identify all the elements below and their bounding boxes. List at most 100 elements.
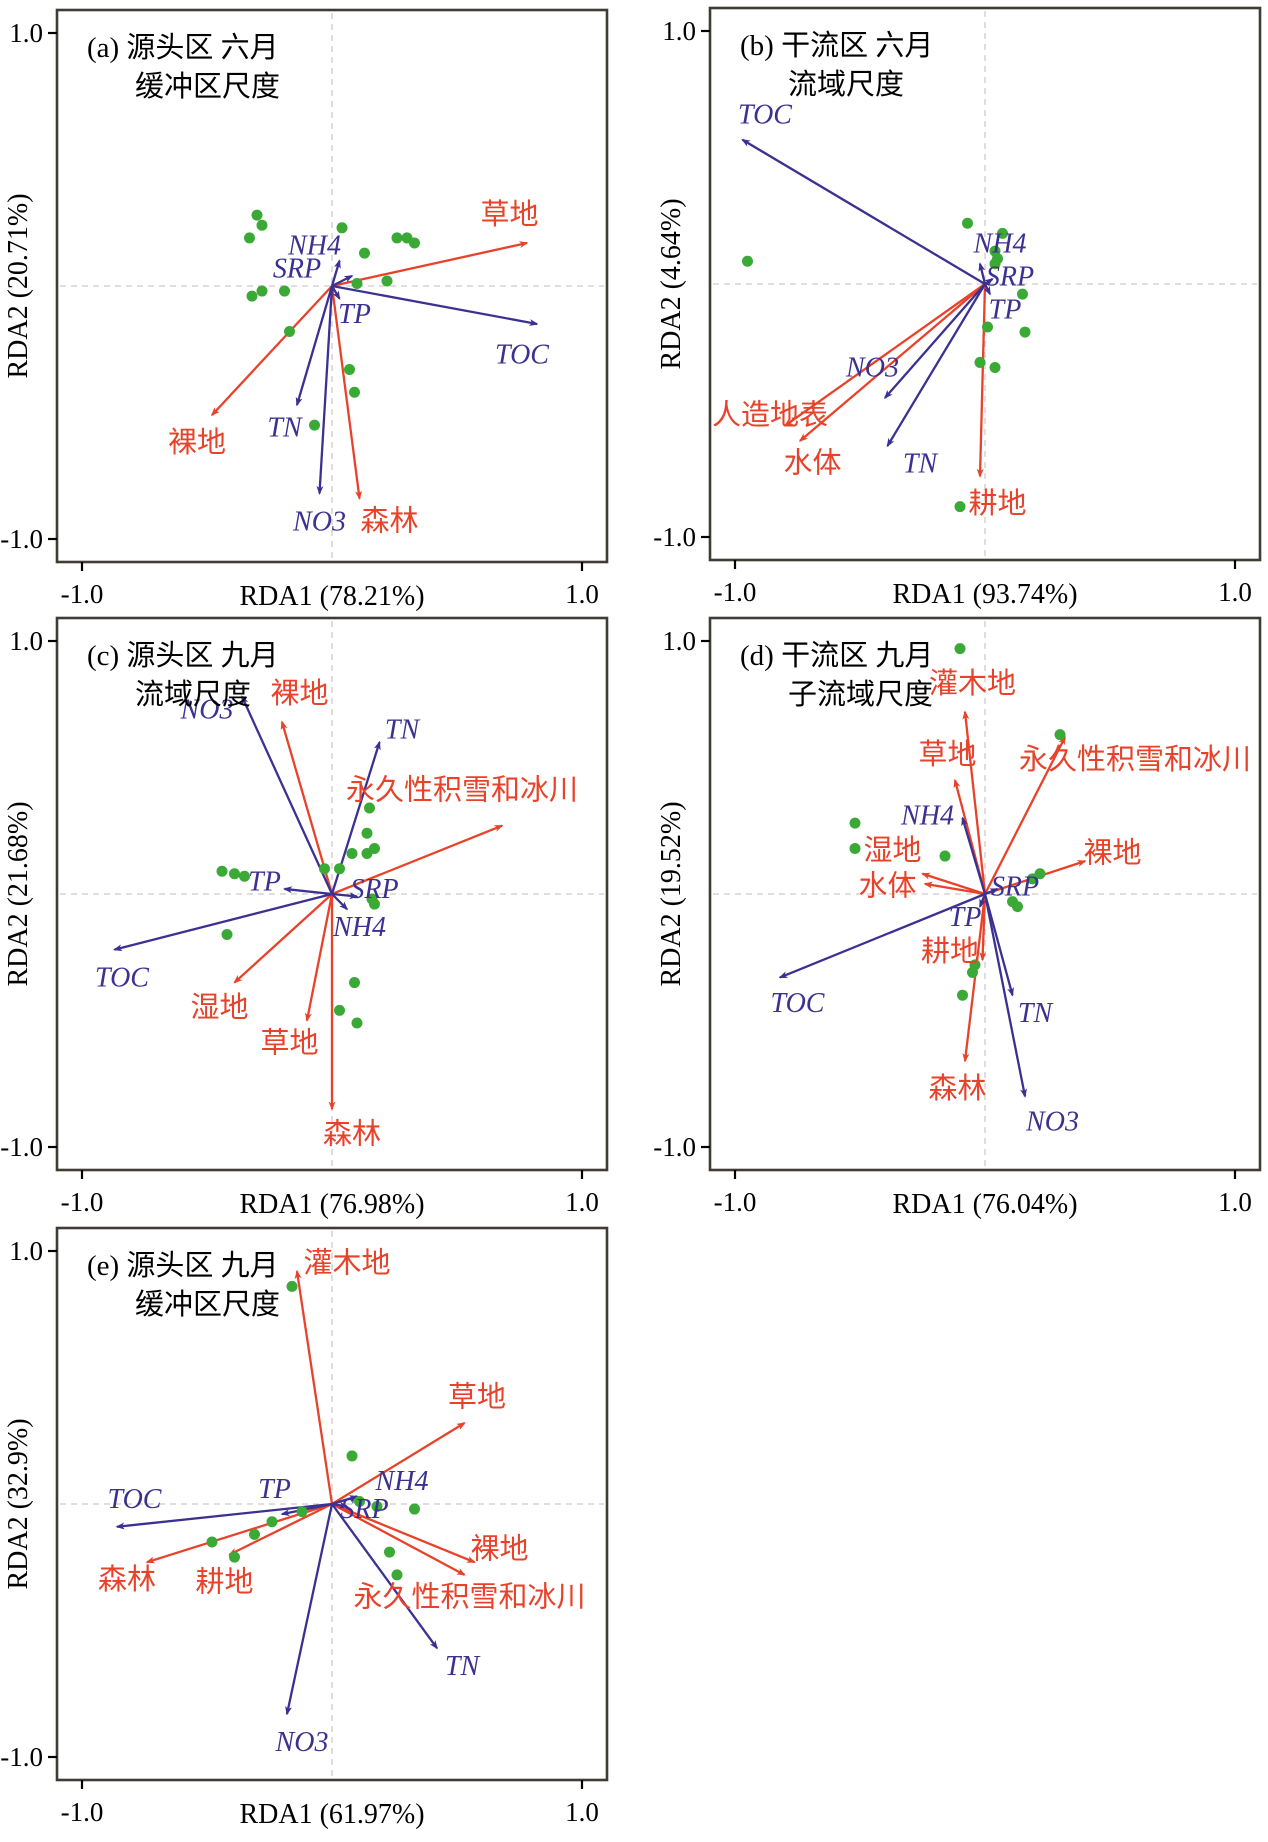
land-label-水体: 水体: [858, 869, 916, 902]
sample-point: [354, 1495, 365, 1507]
plot-border: [708, 616, 1262, 1172]
land-label-森林: 森林: [98, 1563, 156, 1596]
sample-point: [1019, 326, 1031, 338]
sample-point: [246, 290, 258, 302]
sample-point: [409, 237, 420, 249]
land-label-草地: 草地: [480, 198, 538, 231]
y-axis-title: RDA2 (21.68%): [3, 801, 34, 986]
env-label-SRP: SRP: [340, 1494, 388, 1525]
x-axis-title: RDA1 (93.74%): [892, 579, 1077, 610]
y-tick-label: -1.0: [0, 524, 43, 554]
env-label-TOC: TOC: [108, 1484, 162, 1515]
x-tick-label: 1.0: [1218, 1187, 1252, 1217]
sample-point: [954, 501, 966, 513]
sample-point: [1054, 729, 1066, 741]
env-arrow-TOC: [115, 1502, 333, 1530]
land-label-裸地: 裸地: [270, 677, 328, 710]
env-label-TOC: TOC: [95, 962, 149, 993]
env-label-TN: TN: [903, 449, 939, 480]
env-arrow-TOC: [113, 892, 333, 952]
land-arrow-灌木地: [294, 1269, 334, 1505]
env-arrow-TN: [886, 283, 986, 448]
land-label-永久性积雪和冰川: 永久性积雪和冰川: [346, 773, 578, 806]
env-arrow-TOC: [778, 892, 986, 979]
sample-point: [371, 1501, 383, 1513]
env-label-TP: TP: [949, 902, 982, 933]
x-axis-title: RDA1 (78.21%): [239, 581, 424, 612]
env-label-TN: TN: [385, 715, 421, 746]
land-label-耕地: 耕地: [195, 1565, 253, 1598]
sample-point: [381, 275, 393, 287]
plot-border: [55, 616, 609, 1172]
y-axis-title: RDA2 (20.71%): [3, 193, 34, 378]
sample-point: [319, 863, 330, 875]
panel-title-line2: 缓冲区尺度: [135, 1288, 280, 1321]
land-label-湿地: 湿地: [190, 991, 248, 1024]
env-arrow-TP: [978, 893, 987, 909]
env-arrow-NH4: [330, 259, 341, 287]
land-arrow-森林: [962, 893, 987, 1063]
x-tick-label: 1.0: [565, 1797, 599, 1827]
env-arrow-SRP: [984, 277, 994, 287]
x-axis-title: RDA1 (61.97%): [239, 1799, 424, 1830]
land-label-草地: 草地: [918, 738, 976, 771]
env-label-SRP: SRP: [273, 253, 321, 284]
env-arrow-TP: [983, 283, 992, 296]
env-arrow-TN: [983, 893, 1014, 997]
env-arrow-NO3: [983, 893, 1027, 1098]
panel-title-line2: 流域尺度: [788, 68, 904, 101]
panel-title-line1: (a) 源头区 六月: [87, 31, 279, 64]
panel-title-line2: 流域尺度: [135, 678, 251, 711]
sample-point: [344, 363, 355, 375]
env-label-TOC: TOC: [771, 988, 825, 1019]
land-label-耕地: 耕地: [921, 935, 979, 968]
land-arrow-永久性积雪和冰川: [331, 824, 504, 896]
env-arrow-NO3: [884, 283, 986, 399]
land-arrow-水体: [923, 881, 986, 896]
sample-point: [962, 217, 973, 229]
y-tick-label: 1.0: [662, 16, 696, 46]
sample-point: [361, 848, 373, 860]
land-arrow-湿地: [921, 872, 986, 896]
land-arrow-森林: [330, 285, 363, 501]
panel-title-line1: (b) 干流区 六月: [740, 29, 933, 62]
sample-point: [239, 870, 250, 882]
land-label-草地: 草地: [260, 1026, 318, 1059]
land-label-森林: 森林: [360, 504, 418, 537]
sample-point: [957, 989, 968, 1001]
x-tick-label: -1.0: [714, 1187, 757, 1217]
land-label-人造地表: 人造地表: [712, 399, 828, 432]
env-arrow-TN: [295, 285, 334, 407]
env-arrow-SRP: [331, 892, 359, 900]
sample-point: [336, 222, 348, 234]
env-label-TOC: TOC: [495, 339, 549, 370]
x-tick-label: -1.0: [61, 1187, 104, 1217]
sample-point: [244, 232, 255, 244]
sample-point: [954, 643, 966, 655]
sample-point: [266, 1516, 278, 1528]
land-label-耕地: 耕地: [968, 487, 1026, 520]
land-label-湿地: 湿地: [863, 834, 921, 867]
env-arrow-TP: [283, 886, 333, 896]
sample-point: [982, 321, 993, 333]
env-arrow-NH4: [978, 262, 987, 285]
sample-point: [279, 285, 290, 297]
sample-point: [989, 361, 1001, 373]
plot-border: [55, 8, 609, 564]
env-label-TP: TP: [258, 1474, 291, 1505]
land-label-永久性积雪和冰川: 永久性积雪和冰川: [1019, 743, 1251, 776]
panel-title-line1: (d) 干流区 九月: [740, 639, 933, 672]
sample-point: [351, 277, 363, 289]
x-axis-title: RDA1 (76.98%): [239, 1189, 424, 1220]
sample-point: [349, 386, 360, 398]
sample-point: [849, 817, 861, 829]
land-arrow-水体: [798, 283, 986, 442]
sample-point: [409, 1503, 420, 1515]
env-label-NO3: NO3: [180, 694, 234, 725]
env-label-SRP: SRP: [991, 871, 1039, 902]
